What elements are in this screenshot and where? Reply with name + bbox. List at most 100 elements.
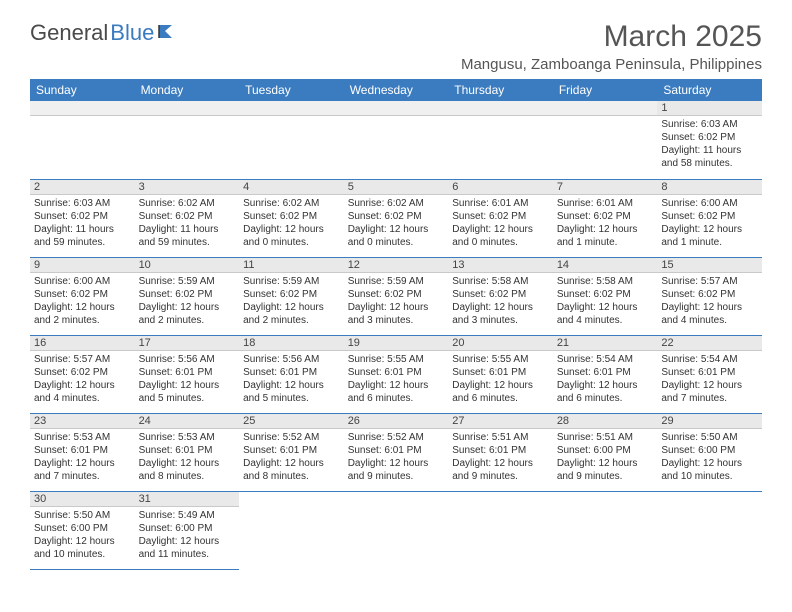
daylight-text: Daylight: 12 hours and 1 minute. [557,223,654,249]
sunrise-text: Sunrise: 5:59 AM [243,275,340,288]
sunset-text: Sunset: 6:02 PM [139,288,236,301]
day-content: Sunrise: 6:01 AMSunset: 6:02 PMDaylight:… [448,195,553,251]
calendar-day-cell [553,101,658,179]
daylight-text: Daylight: 12 hours and 6 minutes. [557,379,654,405]
logo: GeneralBlue [30,20,180,46]
calendar-day-cell: 2Sunrise: 6:03 AMSunset: 6:02 PMDaylight… [30,179,135,257]
daylight-text: Daylight: 12 hours and 9 minutes. [452,457,549,483]
day-content: Sunrise: 5:50 AMSunset: 6:00 PMDaylight:… [657,429,762,485]
calendar-day-cell [448,101,553,179]
day-number: 12 [344,258,449,273]
day-content: Sunrise: 6:02 AMSunset: 6:02 PMDaylight:… [135,195,240,251]
day-number: 29 [657,414,762,429]
day-number: 11 [239,258,344,273]
calendar-day-cell: 31Sunrise: 5:49 AMSunset: 6:00 PMDayligh… [135,491,240,569]
day-number: 9 [30,258,135,273]
calendar-day-cell: 28Sunrise: 5:51 AMSunset: 6:00 PMDayligh… [553,413,658,491]
daylight-text: Daylight: 11 hours and 58 minutes. [661,144,758,170]
calendar-day-cell: 19Sunrise: 5:55 AMSunset: 6:01 PMDayligh… [344,335,449,413]
calendar-week-row: 30Sunrise: 5:50 AMSunset: 6:00 PMDayligh… [30,491,762,569]
sunrise-text: Sunrise: 5:58 AM [452,275,549,288]
calendar-day-cell: 3Sunrise: 6:02 AMSunset: 6:02 PMDaylight… [135,179,240,257]
calendar-week-row: 16Sunrise: 5:57 AMSunset: 6:02 PMDayligh… [30,335,762,413]
calendar-day-cell: 6Sunrise: 6:01 AMSunset: 6:02 PMDaylight… [448,179,553,257]
day-number: 24 [135,414,240,429]
day-number-bar [553,101,658,116]
calendar-day-cell: 20Sunrise: 5:55 AMSunset: 6:01 PMDayligh… [448,335,553,413]
sunset-text: Sunset: 6:01 PM [661,366,758,379]
sunset-text: Sunset: 6:02 PM [452,210,549,223]
sunset-text: Sunset: 6:01 PM [452,366,549,379]
calendar-day-cell: 22Sunrise: 5:54 AMSunset: 6:01 PMDayligh… [657,335,762,413]
sunrise-text: Sunrise: 5:56 AM [139,353,236,366]
daylight-text: Daylight: 12 hours and 4 minutes. [34,379,131,405]
daylight-text: Daylight: 12 hours and 7 minutes. [34,457,131,483]
daylight-text: Daylight: 12 hours and 9 minutes. [557,457,654,483]
calendar-day-cell: 23Sunrise: 5:53 AMSunset: 6:01 PMDayligh… [30,413,135,491]
day-number: 19 [344,336,449,351]
sunrise-text: Sunrise: 5:52 AM [348,431,445,444]
sunrise-text: Sunrise: 5:53 AM [139,431,236,444]
sunrise-text: Sunrise: 6:03 AM [34,197,131,210]
sunset-text: Sunset: 6:02 PM [139,210,236,223]
sunset-text: Sunset: 6:02 PM [557,288,654,301]
sunset-text: Sunset: 6:02 PM [452,288,549,301]
calendar-day-cell [344,101,449,179]
calendar-day-cell [344,491,449,569]
day-number: 3 [135,180,240,195]
calendar-day-cell: 11Sunrise: 5:59 AMSunset: 6:02 PMDayligh… [239,257,344,335]
day-content: Sunrise: 6:00 AMSunset: 6:02 PMDaylight:… [657,195,762,251]
daylight-text: Daylight: 12 hours and 11 minutes. [139,535,236,561]
calendar-day-cell: 4Sunrise: 6:02 AMSunset: 6:02 PMDaylight… [239,179,344,257]
sunset-text: Sunset: 6:01 PM [139,444,236,457]
day-number: 2 [30,180,135,195]
sunrise-text: Sunrise: 6:02 AM [139,197,236,210]
calendar-day-cell: 21Sunrise: 5:54 AMSunset: 6:01 PMDayligh… [553,335,658,413]
calendar-day-cell: 17Sunrise: 5:56 AMSunset: 6:01 PMDayligh… [135,335,240,413]
daylight-text: Daylight: 12 hours and 2 minutes. [34,301,131,327]
sunrise-text: Sunrise: 6:00 AM [661,197,758,210]
day-content: Sunrise: 5:56 AMSunset: 6:01 PMDaylight:… [135,351,240,407]
day-content: Sunrise: 5:51 AMSunset: 6:00 PMDaylight:… [553,429,658,485]
sunrise-text: Sunrise: 5:54 AM [557,353,654,366]
sunset-text: Sunset: 6:01 PM [348,444,445,457]
sunrise-text: Sunrise: 5:58 AM [557,275,654,288]
day-number-bar [448,101,553,116]
daylight-text: Daylight: 12 hours and 8 minutes. [243,457,340,483]
day-content: Sunrise: 5:59 AMSunset: 6:02 PMDaylight:… [344,273,449,329]
calendar-page: GeneralBlue March 2025 Mangusu, Zamboang… [0,0,792,590]
sunset-text: Sunset: 6:02 PM [348,210,445,223]
day-content: Sunrise: 6:03 AMSunset: 6:02 PMDaylight:… [30,195,135,251]
sunset-text: Sunset: 6:02 PM [661,210,758,223]
day-number-bar [30,101,135,116]
month-title: March 2025 [461,20,762,54]
sunset-text: Sunset: 6:01 PM [557,366,654,379]
calendar-day-cell [239,491,344,569]
calendar-day-cell: 5Sunrise: 6:02 AMSunset: 6:02 PMDaylight… [344,179,449,257]
daylight-text: Daylight: 12 hours and 8 minutes. [139,457,236,483]
day-content: Sunrise: 5:58 AMSunset: 6:02 PMDaylight:… [553,273,658,329]
sunset-text: Sunset: 6:01 PM [348,366,445,379]
day-content: Sunrise: 5:55 AMSunset: 6:01 PMDaylight:… [448,351,553,407]
sunset-text: Sunset: 6:01 PM [243,444,340,457]
calendar-day-cell: 18Sunrise: 5:56 AMSunset: 6:01 PMDayligh… [239,335,344,413]
day-number: 14 [553,258,658,273]
daylight-text: Daylight: 12 hours and 4 minutes. [661,301,758,327]
day-number-bar [239,101,344,116]
day-number: 8 [657,180,762,195]
sunrise-text: Sunrise: 6:02 AM [348,197,445,210]
calendar-head: SundayMondayTuesdayWednesdayThursdayFrid… [30,79,762,101]
day-content: Sunrise: 5:59 AMSunset: 6:02 PMDaylight:… [135,273,240,329]
sunrise-text: Sunrise: 5:50 AM [661,431,758,444]
sunset-text: Sunset: 6:02 PM [34,210,131,223]
calendar-day-cell: 1Sunrise: 6:03 AMSunset: 6:02 PMDaylight… [657,101,762,179]
sunrise-text: Sunrise: 5:49 AM [139,509,236,522]
day-number: 26 [344,414,449,429]
sunset-text: Sunset: 6:00 PM [139,522,236,535]
day-content: Sunrise: 6:00 AMSunset: 6:02 PMDaylight:… [30,273,135,329]
calendar-day-cell: 29Sunrise: 5:50 AMSunset: 6:00 PMDayligh… [657,413,762,491]
day-number: 20 [448,336,553,351]
sunrise-text: Sunrise: 5:55 AM [348,353,445,366]
daylight-text: Daylight: 12 hours and 7 minutes. [661,379,758,405]
day-content: Sunrise: 5:59 AMSunset: 6:02 PMDaylight:… [239,273,344,329]
